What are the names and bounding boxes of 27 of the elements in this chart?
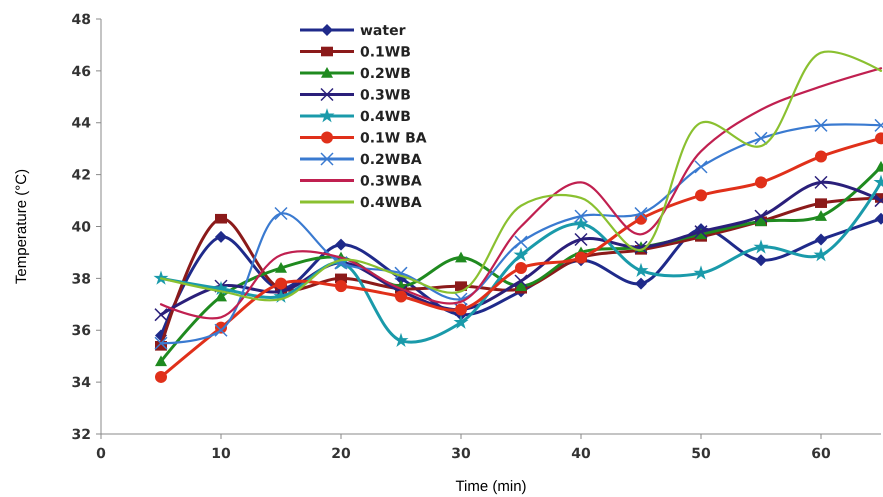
- legend-label: water: [360, 22, 406, 39]
- y-tick-label: 32: [72, 426, 91, 443]
- y-tick-label: 40: [72, 219, 92, 236]
- legend-label: 0.1WB: [360, 44, 411, 60]
- x-tick-label: 10: [211, 446, 231, 462]
- x-tick-label: 20: [331, 446, 351, 462]
- y-tick-label: 44: [72, 116, 92, 132]
- y-tick-label: 42: [72, 168, 91, 184]
- y-tick-label: 48: [72, 12, 91, 28]
- y-axis-title: Temperature (°C): [13, 168, 30, 284]
- y-tick-label: 36: [72, 323, 91, 340]
- x-tick-label: 40: [571, 446, 591, 462]
- legend-label: 0.3WB: [360, 87, 411, 104]
- legend-label: 0.1W BA: [360, 130, 427, 146]
- y-tick-label: 34: [72, 375, 92, 392]
- x-axis-title: Time (min): [455, 478, 527, 495]
- legend-label: 0.2WB: [360, 66, 411, 82]
- legend-label: 0.4WBA: [360, 194, 422, 211]
- legend-label: 0.3WBA: [360, 173, 422, 190]
- x-tick-label: 60: [811, 446, 831, 462]
- legend-label: 0.4WB: [360, 108, 411, 125]
- x-tick-label: 0: [96, 446, 106, 462]
- y-tick-label: 46: [72, 64, 91, 80]
- x-tick-label: 30: [451, 446, 471, 462]
- legend-label: 0.2WBA: [360, 152, 422, 168]
- x-tick-label: 50: [691, 446, 711, 462]
- y-tick-label: 38: [72, 271, 91, 288]
